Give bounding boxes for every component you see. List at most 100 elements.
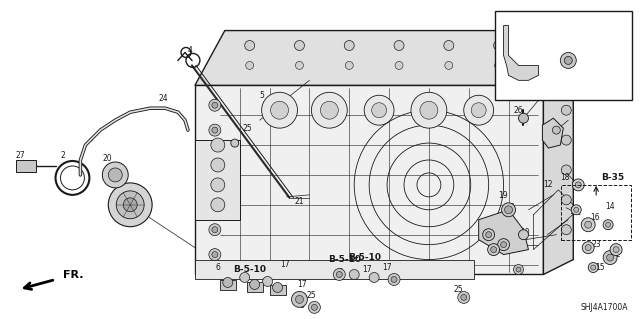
Circle shape (420, 101, 438, 119)
Circle shape (493, 41, 504, 50)
Circle shape (610, 244, 622, 256)
Bar (561, 185, 631, 240)
Text: 24: 24 (158, 94, 168, 103)
Circle shape (209, 124, 221, 136)
Circle shape (231, 139, 239, 147)
Circle shape (349, 270, 359, 279)
Text: 15: 15 (595, 263, 605, 272)
Text: 17: 17 (362, 265, 372, 274)
Circle shape (211, 158, 225, 172)
Polygon shape (543, 31, 573, 274)
Text: 20: 20 (102, 153, 112, 162)
Circle shape (116, 191, 144, 219)
Circle shape (209, 149, 221, 161)
Circle shape (262, 92, 298, 128)
Circle shape (369, 272, 379, 282)
Circle shape (561, 135, 572, 145)
Bar (195, 140, 240, 220)
Circle shape (337, 267, 342, 272)
Circle shape (345, 62, 353, 70)
Circle shape (471, 103, 486, 118)
Text: 7: 7 (337, 268, 342, 277)
Circle shape (291, 292, 307, 307)
Circle shape (500, 241, 507, 248)
Bar (195, 85, 543, 274)
Polygon shape (479, 210, 529, 255)
Text: 6: 6 (216, 263, 220, 272)
Circle shape (513, 264, 524, 274)
Circle shape (344, 41, 354, 50)
Circle shape (212, 202, 218, 208)
Circle shape (498, 239, 509, 251)
Text: 17: 17 (280, 260, 289, 269)
Text: 28: 28 (550, 14, 559, 23)
Text: 26: 26 (514, 106, 524, 115)
Bar (246, 282, 262, 293)
Circle shape (561, 46, 572, 56)
Text: 19: 19 (498, 191, 508, 200)
Text: 1: 1 (128, 220, 132, 229)
Circle shape (394, 264, 404, 274)
Circle shape (585, 245, 591, 251)
Text: 22: 22 (611, 250, 621, 259)
Circle shape (275, 264, 285, 274)
Text: 17: 17 (298, 280, 307, 289)
Circle shape (312, 304, 317, 310)
Circle shape (461, 294, 467, 300)
Bar (220, 280, 236, 290)
Text: 25: 25 (243, 124, 253, 133)
Circle shape (585, 221, 592, 228)
Circle shape (488, 244, 500, 256)
Circle shape (108, 183, 152, 227)
Text: 23: 23 (591, 240, 601, 249)
Circle shape (603, 251, 617, 264)
Circle shape (209, 174, 221, 186)
Circle shape (574, 207, 579, 212)
Circle shape (250, 279, 260, 289)
Circle shape (209, 224, 221, 236)
Circle shape (588, 263, 598, 272)
Circle shape (538, 41, 548, 50)
Text: 11: 11 (501, 241, 510, 250)
Text: B-5-10: B-5-10 (328, 255, 361, 264)
Circle shape (605, 222, 611, 227)
Circle shape (308, 301, 321, 313)
Circle shape (333, 269, 345, 280)
Text: 4: 4 (188, 46, 193, 55)
Text: B-5-10: B-5-10 (233, 265, 266, 274)
Circle shape (502, 203, 516, 217)
Circle shape (491, 247, 497, 253)
Circle shape (572, 179, 584, 191)
Circle shape (561, 75, 572, 85)
Circle shape (227, 267, 232, 272)
Circle shape (591, 265, 596, 270)
Polygon shape (543, 118, 563, 148)
Circle shape (212, 177, 218, 183)
Circle shape (296, 62, 303, 70)
Circle shape (486, 232, 492, 238)
Circle shape (223, 278, 233, 287)
Text: 25: 25 (454, 285, 463, 294)
Circle shape (244, 41, 255, 50)
Circle shape (444, 41, 454, 50)
Circle shape (388, 273, 400, 286)
Circle shape (552, 126, 561, 134)
Text: 17: 17 (382, 263, 392, 272)
Circle shape (458, 292, 470, 303)
Circle shape (246, 62, 253, 70)
Text: 27: 27 (16, 151, 26, 160)
Circle shape (321, 101, 339, 119)
Text: 10: 10 (521, 228, 531, 237)
Bar (195, 260, 474, 279)
Text: 5: 5 (259, 91, 264, 100)
Text: SHJ4A1700A: SHJ4A1700A (580, 303, 628, 312)
Circle shape (397, 267, 401, 272)
Circle shape (581, 218, 595, 232)
Text: B-35: B-35 (601, 174, 624, 182)
Circle shape (102, 162, 128, 188)
Text: 21: 21 (294, 197, 304, 206)
Circle shape (277, 267, 282, 272)
Circle shape (445, 62, 452, 70)
Circle shape (464, 95, 493, 125)
Circle shape (540, 62, 547, 70)
